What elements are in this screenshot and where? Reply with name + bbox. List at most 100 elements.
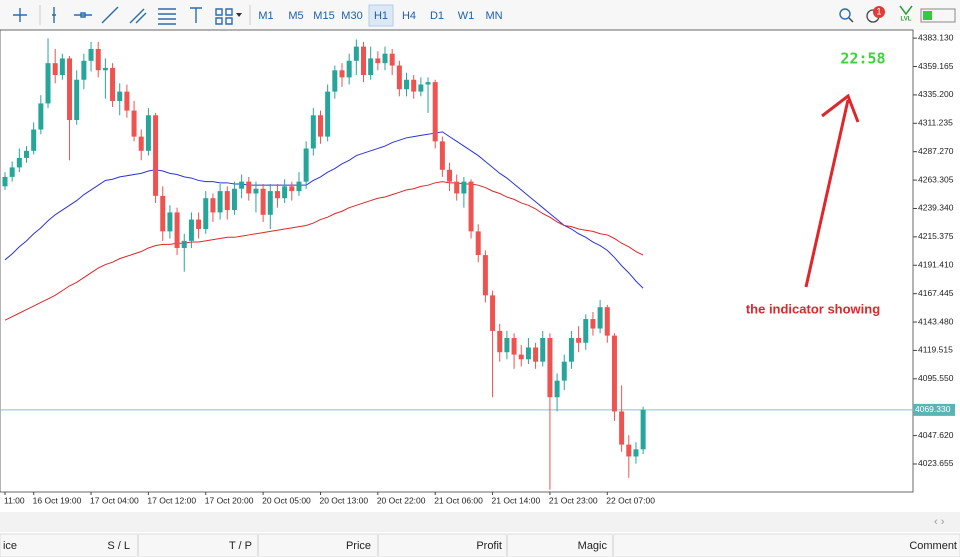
column-header[interactable]: ice (3, 540, 17, 552)
candle-body (181, 240, 187, 248)
candle-body (583, 319, 589, 343)
y-tick-label: 4287.270 (918, 146, 954, 156)
active-timeframe (368, 4, 394, 27)
candle-body (619, 411, 625, 445)
candle-body (239, 181, 245, 189)
candle-body (432, 82, 438, 142)
timeframe-button[interactable]: M30 (341, 10, 362, 22)
candle-body (153, 115, 159, 196)
x-tick-label: 22 Oct 07:00 (606, 495, 655, 505)
candle-body (454, 181, 460, 194)
candle-body (231, 188, 237, 211)
arrow-head (821, 93, 860, 123)
candle-body (131, 110, 137, 137)
candle-body (561, 361, 567, 381)
timeframe-button[interactable]: D1 (430, 10, 444, 22)
candle-body (31, 129, 37, 151)
candle-body (361, 46, 366, 76)
candle-body (296, 181, 302, 192)
x-tick-label: 21 Oct 14:00 (492, 495, 541, 505)
candle-body (576, 338, 582, 343)
candle-body (138, 136, 144, 151)
scroll-arrows[interactable]: ‹ › (934, 516, 945, 528)
candle-body (224, 191, 230, 211)
timeframe-button[interactable]: H1 (374, 10, 388, 22)
column-header[interactable]: Price (346, 540, 371, 552)
candle-body (482, 255, 488, 296)
y-tick-label: 4263.305 (918, 174, 954, 184)
candle-body (490, 295, 496, 331)
candle-body (375, 58, 381, 64)
moving-average (4, 131, 644, 289)
candle-body (2, 176, 8, 187)
candle-body (382, 53, 388, 64)
y-tick-label: 4167.445 (918, 288, 954, 298)
column-header[interactable]: Magic (578, 540, 608, 552)
candle-body (518, 354, 524, 360)
moving-average (4, 181, 644, 321)
timeframe-button[interactable]: M5 (288, 10, 303, 22)
current-price-box (913, 403, 955, 416)
candle-body (626, 444, 632, 457)
candle-body (74, 79, 80, 121)
column-header[interactable]: Comment (909, 540, 957, 552)
table-header (0, 533, 960, 557)
x-tick-label: 17 Oct 12:00 (147, 495, 196, 505)
candle-body (145, 115, 151, 151)
y-tick-label: 4023.655 (918, 458, 954, 468)
candle-body (203, 198, 209, 230)
candle-body (260, 188, 266, 215)
candle-body (45, 63, 51, 104)
candle-body (389, 53, 395, 66)
x-tick-label: 17 Oct 04:00 (90, 495, 139, 505)
candle-body (95, 48, 101, 71)
status-icons[interactable] (839, 5, 956, 23)
drawing-tools[interactable] (13, 5, 251, 25)
candle-body (504, 338, 510, 353)
candle-body (404, 79, 410, 90)
candle-body (81, 60, 87, 80)
candle-body (411, 79, 417, 92)
column-header[interactable]: S / L (107, 540, 130, 552)
candle-body (590, 319, 596, 329)
timeframe-button[interactable]: M1 (258, 10, 273, 22)
annotation: the indicator showing (746, 301, 880, 316)
x-tick-label: 20 Oct 13:00 (319, 495, 368, 505)
candle-body (117, 91, 123, 102)
y-tick-label: 4383.130 (918, 32, 954, 42)
timeframe-button[interactable]: M15 (313, 10, 334, 22)
candle-body (325, 91, 331, 137)
x-tick-label: 16 Oct 19:00 (33, 495, 82, 505)
candle-body (468, 181, 474, 232)
timeframe-button[interactable]: H4 (402, 10, 416, 22)
candle-body (124, 91, 130, 111)
candle-body (289, 186, 295, 192)
clock: 22:58 (840, 50, 885, 68)
candle-body (497, 330, 503, 353)
x-tick-label: 20 Oct 22:00 (377, 495, 426, 505)
candle-body (332, 70, 338, 92)
candle-body (353, 46, 359, 61)
candle-body (447, 169, 453, 182)
candle-body (188, 219, 194, 241)
y-tick-label: 4311.235 (918, 118, 953, 128)
x-tick-label: 21 Oct 06:00 (434, 495, 483, 505)
candle-body (611, 335, 617, 412)
toolbar (0, 0, 960, 30)
candle-body (310, 115, 316, 149)
candle-body (52, 63, 58, 76)
timeframe-button[interactable]: W1 (458, 10, 475, 22)
column-header[interactable]: T / P (229, 540, 252, 552)
scrollbar[interactable] (0, 512, 960, 532)
timeframe-button[interactable]: MN (485, 10, 502, 22)
x-tick-label: 20 Oct 05:00 (262, 495, 311, 505)
candle-body (640, 409, 646, 450)
candle-body (167, 212, 173, 232)
column-header[interactable]: Profit (476, 540, 502, 552)
candle-body (160, 195, 166, 232)
candle-body (16, 157, 22, 168)
candle-body (511, 338, 517, 355)
candle-body (597, 307, 603, 329)
candle-body (633, 449, 639, 457)
